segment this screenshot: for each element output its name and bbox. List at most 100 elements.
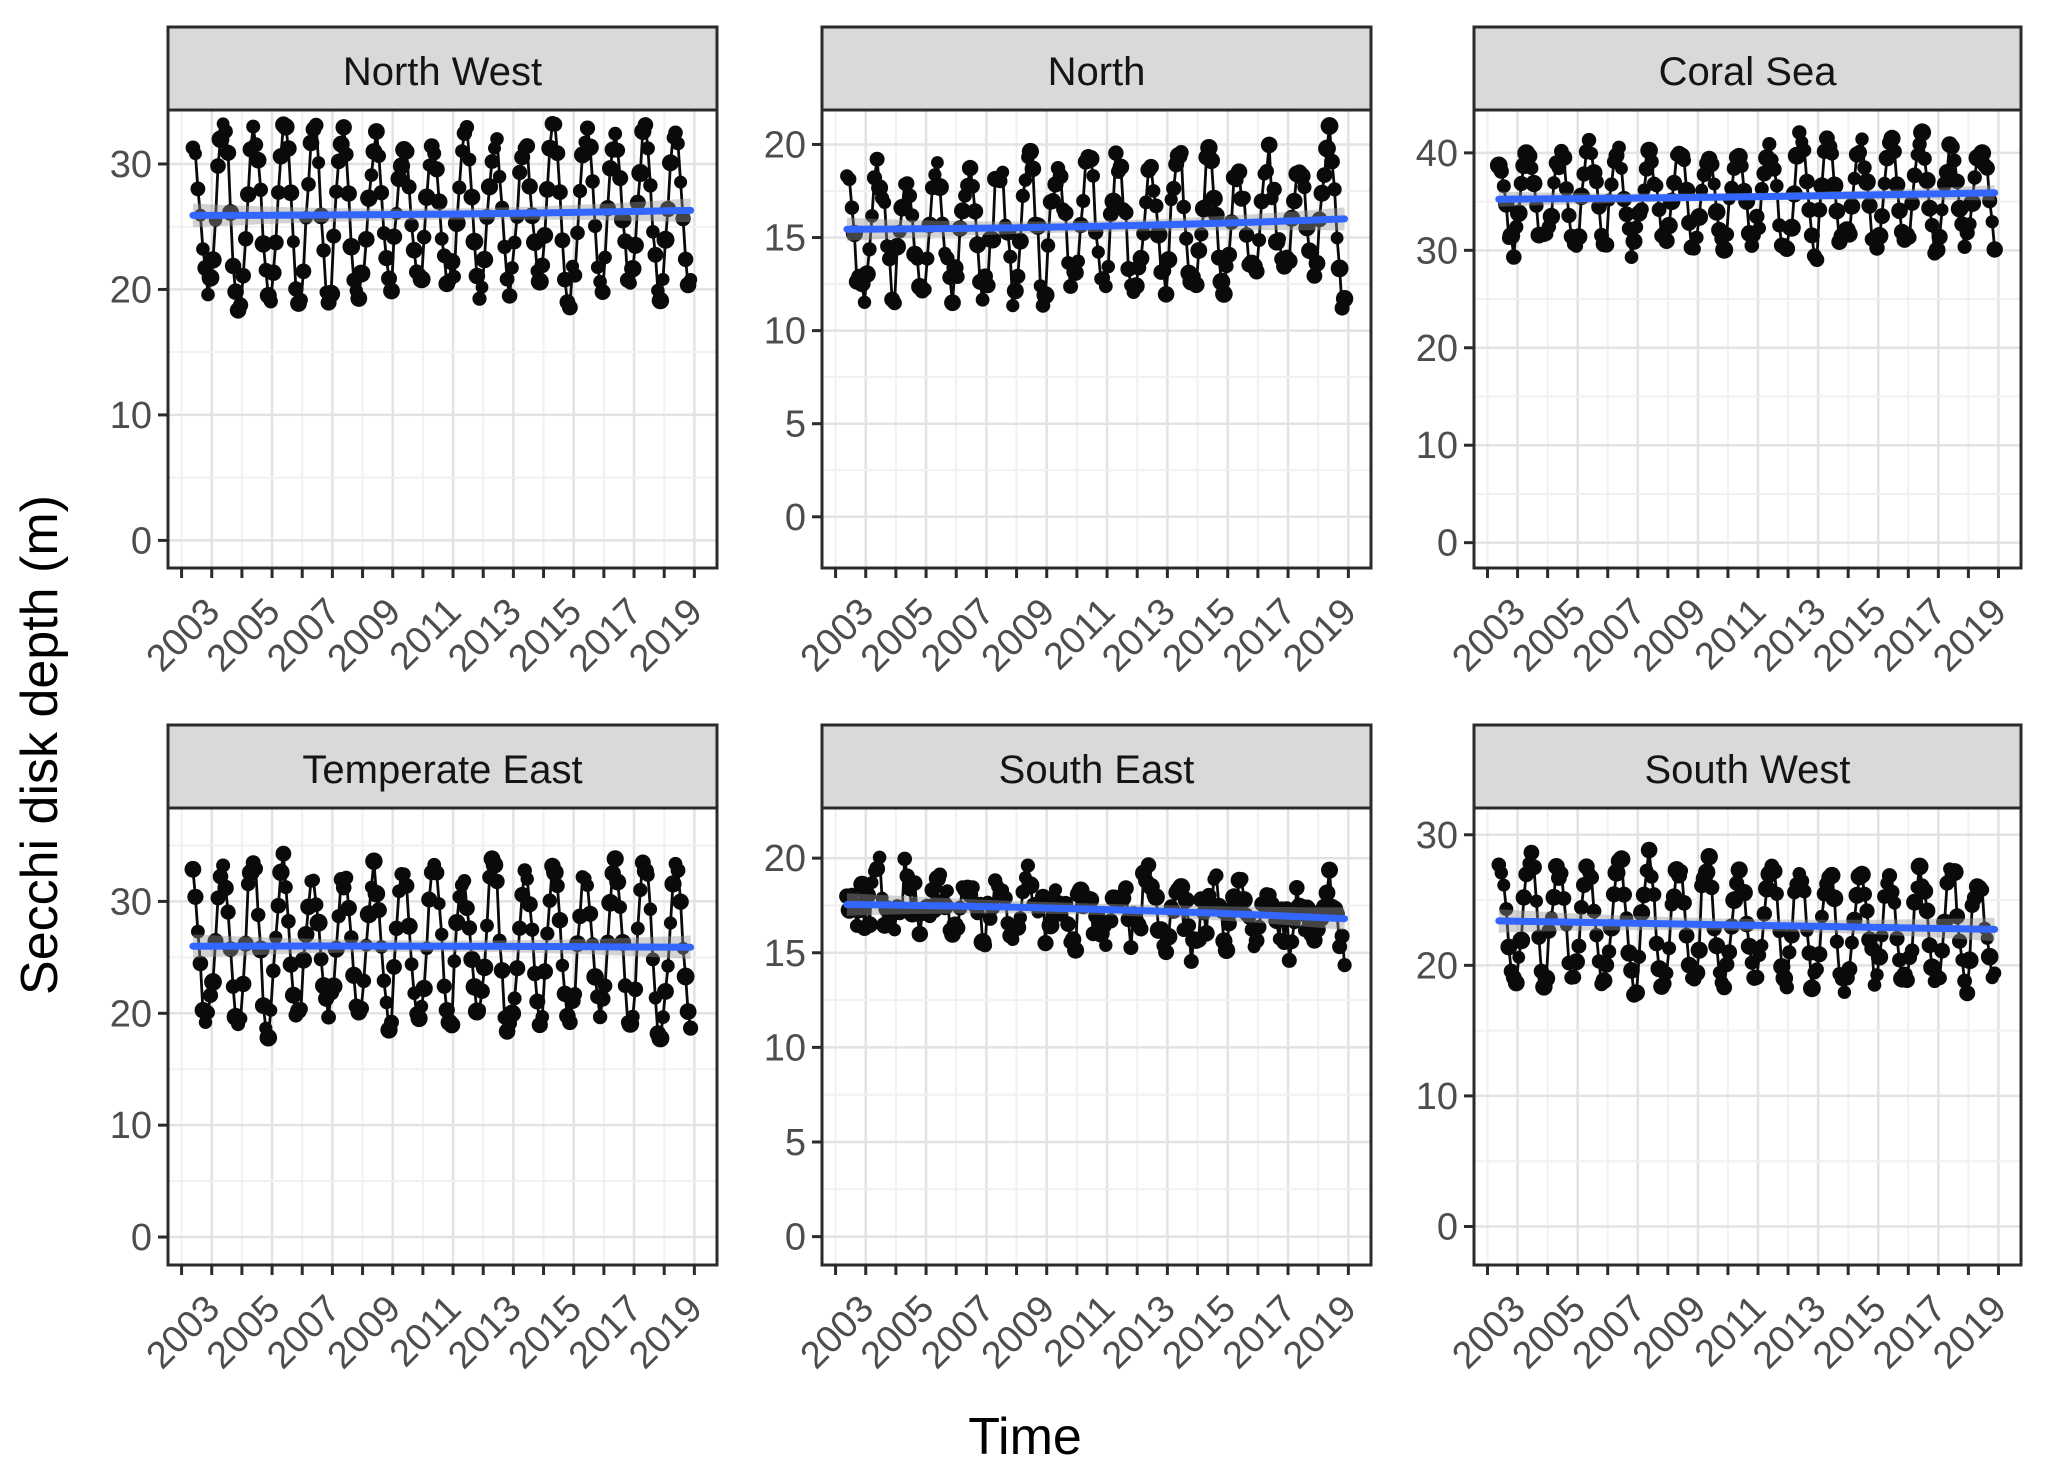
data-point (551, 912, 569, 929)
data-point (562, 299, 578, 316)
data-point (676, 967, 695, 986)
data-point (266, 963, 281, 979)
data-point (535, 1010, 550, 1024)
data-point (917, 282, 932, 297)
data-point (1507, 974, 1525, 992)
data-point (404, 217, 419, 233)
data-point (368, 123, 385, 140)
data-point (1734, 159, 1749, 173)
data-point (1841, 961, 1858, 978)
data-point (338, 147, 354, 162)
data-point (1629, 220, 1644, 234)
gridlines (822, 110, 1371, 568)
data-point (1779, 980, 1795, 995)
data-point (1598, 237, 1615, 253)
data-point (1102, 206, 1119, 223)
data-point (1071, 254, 1085, 269)
data-point (188, 147, 202, 161)
data-point (459, 900, 475, 917)
data-point (340, 185, 357, 202)
data-point (269, 930, 283, 944)
data-point (1146, 184, 1161, 198)
data-point (275, 845, 292, 862)
data-point (612, 170, 629, 187)
data-point (629, 194, 646, 211)
y-tick-label: 10 (1416, 425, 1458, 467)
data-point (1313, 184, 1331, 202)
data-point (872, 850, 887, 865)
data-point (930, 178, 949, 197)
data-point (1118, 204, 1134, 221)
data-point (1648, 935, 1665, 952)
data-point (1625, 232, 1643, 250)
data-point (1586, 903, 1602, 919)
data-point (1284, 934, 1300, 950)
data-point (1957, 973, 1972, 989)
data-point (609, 873, 627, 891)
data-point (1148, 198, 1164, 214)
data-point (1272, 232, 1286, 246)
data-point (1815, 909, 1829, 924)
panel-coral-sea: Coral Sea 2003200520072009201120132015201… (1416, 25, 2023, 680)
data-point (1595, 972, 1613, 989)
data-point (592, 1009, 608, 1025)
data-point (857, 295, 872, 309)
data-point (367, 884, 386, 903)
data-point (301, 177, 316, 192)
data-point (969, 236, 987, 254)
data-point (386, 959, 402, 975)
data-point (492, 169, 507, 184)
data-point (1081, 150, 1100, 168)
data-point (555, 958, 570, 973)
data-point (1813, 177, 1831, 195)
data-point (428, 161, 445, 178)
data-point (295, 951, 312, 969)
data-point (1499, 902, 1514, 917)
data-point (1640, 841, 1658, 859)
data-point (1509, 219, 1524, 235)
data-point (670, 863, 686, 878)
data-point (1524, 161, 1539, 176)
data-point (282, 184, 300, 202)
data-point (623, 276, 637, 290)
data-point (358, 231, 375, 248)
data-point (1634, 202, 1649, 217)
data-point (842, 172, 857, 187)
data-point (1687, 242, 1701, 256)
data-point (647, 246, 664, 263)
panel-south-east: South East 200320052007200920112013201520… (764, 723, 1373, 1377)
data-point (646, 225, 660, 239)
data-point (461, 920, 478, 936)
data-point (1230, 163, 1248, 180)
data-point (436, 978, 452, 994)
data-point (385, 228, 403, 245)
data-point (1321, 861, 1338, 879)
data-point (1888, 176, 1906, 194)
data-point (378, 250, 395, 267)
y-tick-label: 10 (764, 311, 806, 353)
data-point (664, 875, 682, 893)
data-point (1899, 972, 1915, 989)
data-point (493, 962, 511, 979)
data-point (1574, 900, 1589, 915)
data-point (1677, 153, 1691, 168)
data-point (297, 926, 315, 943)
data-point (1783, 927, 1800, 944)
data-point (1260, 136, 1278, 154)
data-point (1591, 199, 1607, 215)
data-point (1177, 891, 1195, 909)
data-point (1098, 279, 1113, 294)
data-point (1618, 206, 1635, 222)
data-point (858, 265, 876, 283)
data-point (224, 257, 242, 275)
data-point (610, 142, 626, 158)
data-point (452, 180, 467, 195)
data-point (1811, 946, 1828, 963)
data-point (869, 151, 885, 167)
data-point (594, 284, 611, 300)
data-point (1297, 180, 1312, 195)
panel-title: South East (999, 748, 1195, 792)
panel-title: North (1048, 50, 1146, 94)
y-tick-label: 20 (764, 124, 806, 166)
data-point (1018, 173, 1033, 187)
